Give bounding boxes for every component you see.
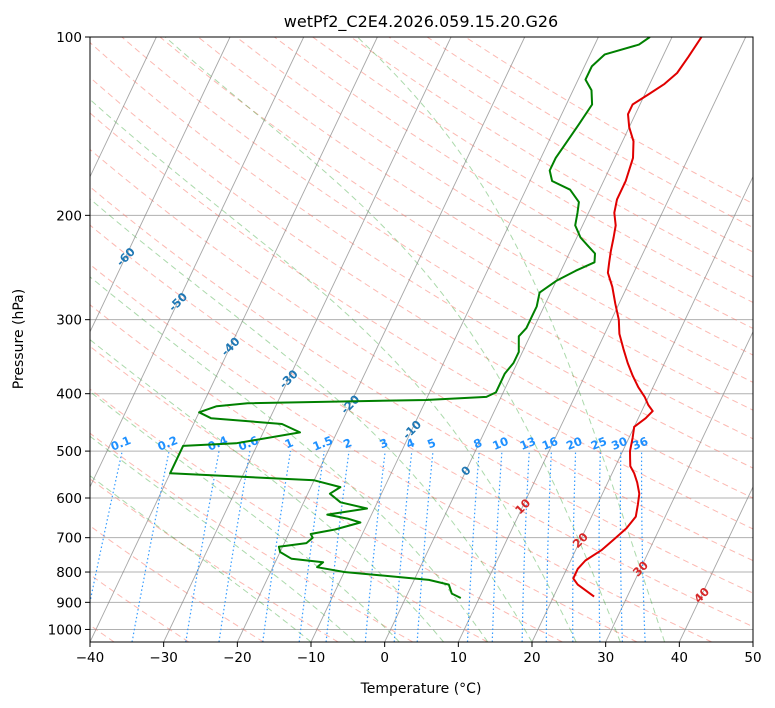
y-tick-label: 100: [56, 30, 82, 46]
isotherm-line: [678, 485, 753, 642]
plot-frame: [89, 36, 754, 643]
y-tick-label: 900: [56, 595, 82, 611]
mixing-ratio-label: 30: [609, 434, 629, 453]
isotherm-line: [605, 330, 753, 642]
dry-adiabat-line: [90, 574, 190, 642]
mixing-ratio-line: [393, 451, 413, 642]
mixing-ratio-lines: [90, 450, 646, 642]
dry-adiabat-line: [90, 76, 753, 499]
mixing-ratio-line: [325, 451, 350, 642]
mixing-ratio-line: [416, 451, 434, 642]
dry-adiabat-line: [90, 388, 488, 642]
mixing-ratio-label: 13: [518, 434, 538, 453]
moist-adiabat-line: [90, 98, 577, 642]
y-tick-label: 200: [56, 208, 82, 224]
moist-adiabat-line: [357, 37, 666, 642]
dry-adiabat-line: [90, 186, 753, 594]
chart-title: wetPf2_C2E4.2026.059.15.20.G26: [284, 12, 558, 32]
y-axis-ticks: 100 200 300 400 500 600 700 800 900 1000: [48, 30, 90, 638]
moist-adiabat-lines: [90, 37, 666, 642]
isotherm-line: [236, 37, 526, 642]
mixing-ratio-label: 10: [490, 434, 510, 453]
moist-adiabat-line: [90, 475, 312, 642]
x-tick-label: −20: [223, 650, 252, 666]
isotherm-line: [90, 37, 305, 488]
x-tick-label: 50: [744, 650, 761, 666]
dry-adiabat-line: [274, 37, 753, 330]
dry-adiabat-line: [90, 41, 753, 469]
y-tick-label: 600: [56, 491, 82, 507]
x-tick-label: −40: [76, 650, 105, 666]
mixing-ratio-label: 25: [589, 434, 609, 453]
isotherm-lines: [90, 37, 753, 642]
dry-adiabat-line: [90, 304, 638, 642]
isotherm-line: [457, 37, 747, 642]
y-tick-label: 500: [56, 444, 82, 460]
isotherm-line: [90, 37, 231, 333]
isotherm-line: [90, 37, 157, 178]
mixing-ratio-line: [218, 450, 251, 642]
pressure-gridlines: [90, 37, 753, 630]
mixing-ratio-line: [262, 451, 292, 642]
x-axis-ticks: −40 −30 −20 −10 0 10 20 30 40 50: [76, 642, 762, 666]
x-tick-label: 0: [380, 650, 389, 666]
isotherm-line: [531, 175, 753, 642]
y-tick-label: 400: [56, 387, 82, 403]
mixing-ratio-label: 16: [540, 434, 560, 453]
x-tick-label: 30: [597, 650, 614, 666]
x-tick-label: 10: [450, 650, 467, 666]
y-tick-label: 800: [56, 565, 82, 581]
moist-adiabat-line: [90, 391, 400, 642]
isotherm-line: [90, 37, 378, 642]
dry-adiabat-line: [121, 37, 753, 440]
dry-adiabat-line: [90, 224, 753, 628]
isotherm-line: [384, 37, 673, 642]
dry-adiabat-line: [90, 345, 563, 642]
isotherm-line: [310, 37, 599, 642]
mixing-ratio-label: 20: [564, 434, 584, 453]
moist-adiabat-line: [90, 198, 533, 642]
plot-area: -100-90-80-70-60-50-40-30-20-10010203040…: [90, 37, 753, 642]
dry-adiabat-line: [90, 263, 712, 642]
moist-adiabat-line: [90, 276, 489, 642]
y-tick-label: 1000: [48, 622, 82, 638]
x-tick-label: −10: [297, 650, 326, 666]
temperature-profile: [572, 37, 703, 598]
dewpoint-profile: [169, 37, 651, 599]
y-axis-label: Pressure (hPa): [11, 289, 27, 389]
mixing-ratio-label: 36: [630, 434, 650, 453]
dry-adiabat-line: [90, 478, 339, 642]
mixing-ratio-line: [364, 451, 386, 642]
sounding-profiles: [169, 37, 703, 599]
mixing-ratio-line: [298, 451, 325, 642]
moist-adiabat-line: [164, 37, 621, 642]
y-tick-label: 700: [56, 531, 82, 547]
x-axis-label: Temperature (°C): [360, 681, 482, 697]
x-tick-label: 20: [523, 650, 540, 666]
x-tick-label: 40: [671, 650, 688, 666]
isotherm-line: [163, 37, 452, 642]
moist-adiabat-line: [90, 339, 444, 642]
y-tick-label: 300: [56, 313, 82, 329]
moist-adiabat-line: [90, 435, 356, 642]
x-tick-label: −30: [149, 650, 178, 666]
